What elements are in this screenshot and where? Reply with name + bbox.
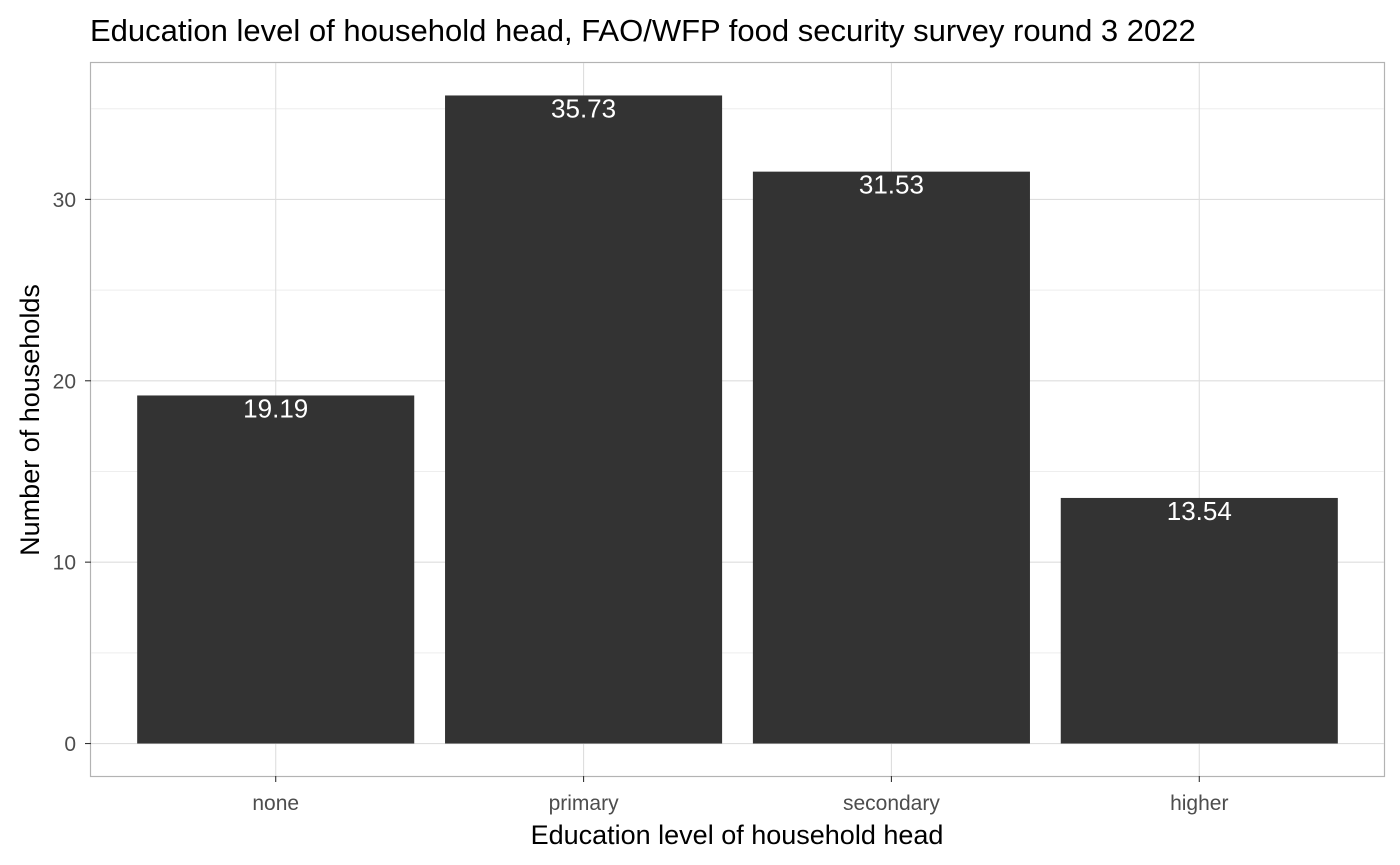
x-tick-label-higher: higher	[1170, 792, 1228, 815]
bar-higher	[1060, 497, 1338, 744]
y-tick-label-0: 0	[64, 733, 76, 756]
x-tick-label-none: none	[252, 792, 299, 815]
x-tick-label-secondary: secondary	[843, 792, 940, 815]
x-axis-title: Education level of household head	[531, 820, 944, 850]
y-axis-ticks: 0 10 20 30	[53, 189, 91, 756]
x-axis-ticks: none primary secondary higher	[252, 776, 1228, 815]
data-label-none: 19.19	[243, 393, 308, 423]
y-tick-label-1: 10	[53, 552, 76, 575]
plot-panel	[89, 61, 1386, 778]
bar-none	[137, 395, 415, 744]
bar-secondary	[752, 171, 1030, 744]
x-tick-label-primary: primary	[549, 792, 620, 815]
y-tick-label-3: 30	[53, 189, 76, 212]
chart-title: Education level of household head, FAO/W…	[90, 13, 1196, 48]
bars: 19.19 35.73 31.53 13.54	[137, 93, 1338, 744]
data-label-higher: 13.54	[1167, 496, 1232, 526]
data-label-primary: 35.73	[551, 93, 616, 123]
y-tick-label-2: 20	[53, 370, 76, 393]
y-axis-title: Number of households	[15, 284, 45, 556]
data-label-secondary: 31.53	[859, 170, 924, 200]
bar-primary	[445, 95, 723, 744]
